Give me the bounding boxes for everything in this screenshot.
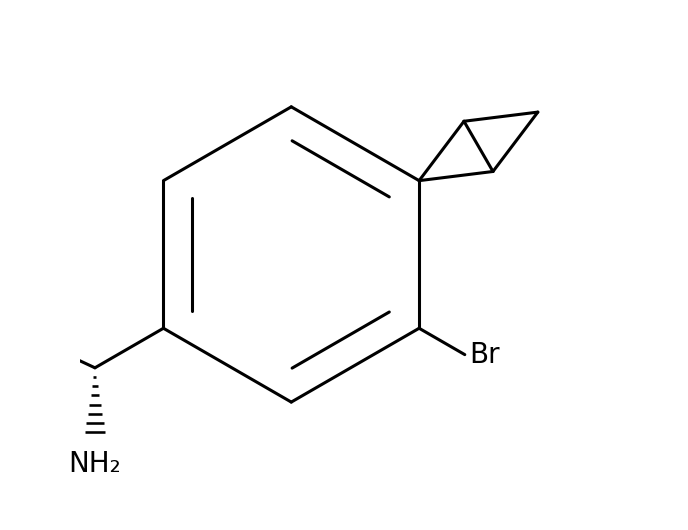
Text: Br: Br bbox=[469, 341, 499, 369]
Text: NH₂: NH₂ bbox=[69, 449, 121, 478]
